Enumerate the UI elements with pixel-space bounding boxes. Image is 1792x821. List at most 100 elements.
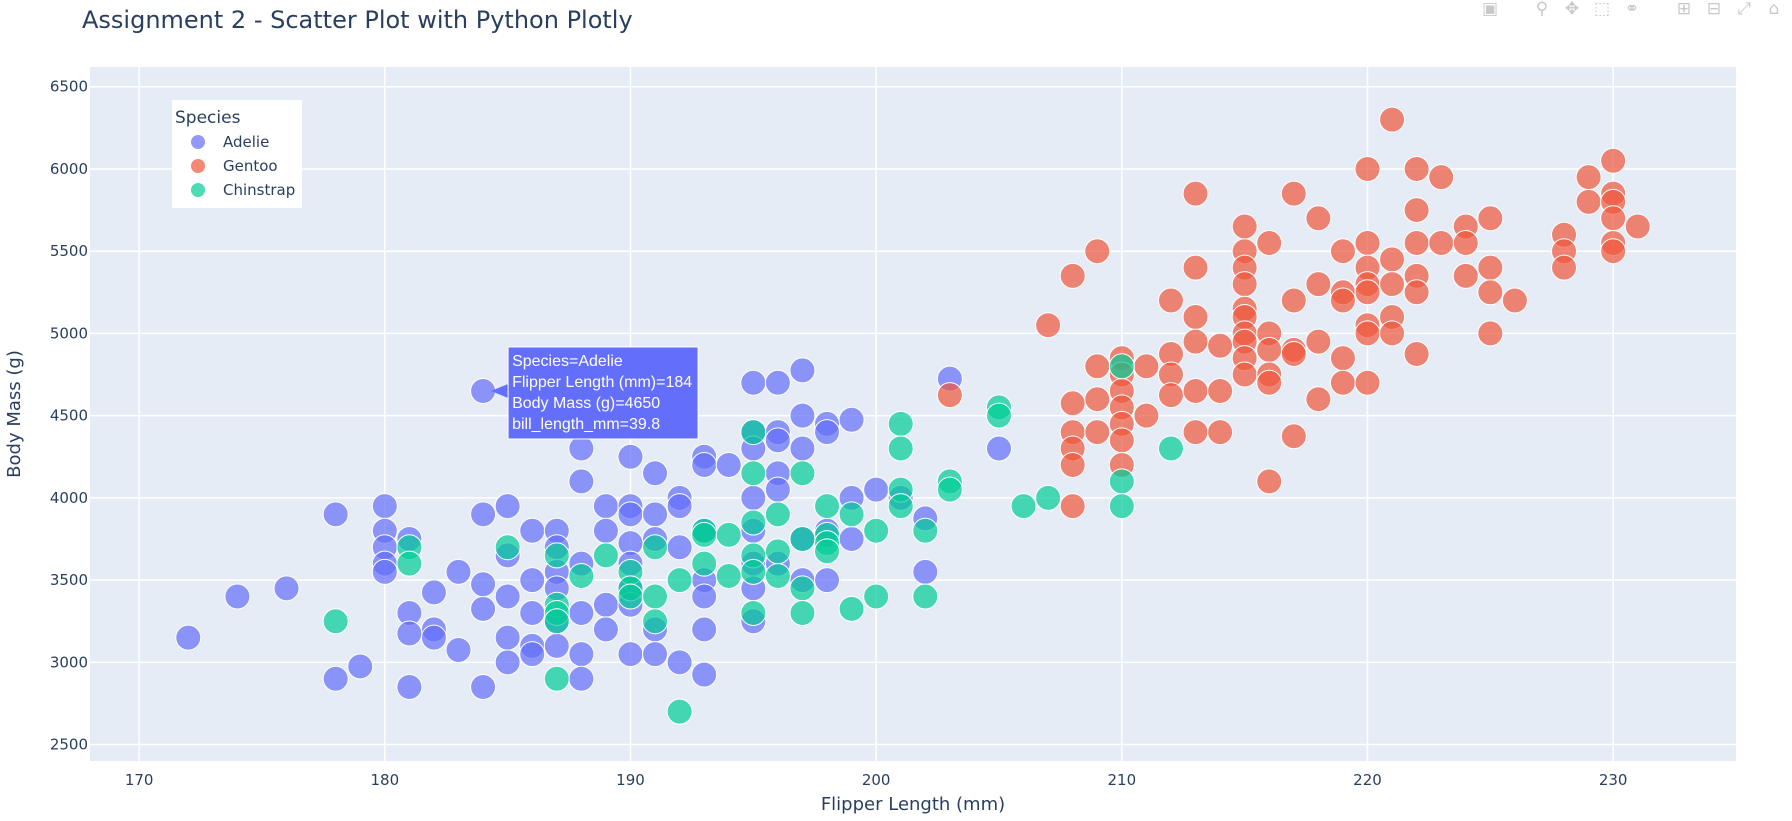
data-point-adelie[interactable] (642, 460, 669, 487)
data-point-adelie[interactable] (470, 501, 497, 528)
data-point-chinstrap[interactable] (740, 419, 767, 446)
data-point-gentoo[interactable] (1157, 287, 1184, 314)
data-point-gentoo[interactable] (1354, 155, 1381, 182)
data-point-gentoo[interactable] (1182, 180, 1209, 207)
legend-item-gentoo[interactable]: Gentoo (191, 157, 278, 175)
data-point-gentoo[interactable] (1403, 340, 1430, 367)
data-point-chinstrap[interactable] (617, 583, 644, 610)
legend[interactable]: Species Adelie Gentoo Chinstrap (172, 100, 302, 208)
data-point-gentoo[interactable] (1157, 382, 1184, 409)
data-point-gentoo[interactable] (1354, 279, 1381, 306)
data-point-gentoo[interactable] (1280, 180, 1307, 207)
plot-area[interactable] (90, 67, 1736, 761)
data-point-adelie[interactable] (617, 641, 644, 668)
data-point-adelie[interactable] (764, 476, 791, 503)
data-point-chinstrap[interactable] (887, 493, 914, 520)
data-point-chinstrap[interactable] (691, 550, 718, 577)
data-point-adelie[interactable] (519, 567, 546, 594)
legend-item-adelie[interactable]: Adelie (191, 133, 269, 151)
data-point-gentoo[interactable] (1403, 197, 1430, 224)
data-point-adelie[interactable] (445, 636, 472, 663)
data-point-gentoo[interactable] (1207, 419, 1234, 446)
data-point-gentoo[interactable] (1182, 254, 1209, 281)
data-point-adelie[interactable] (764, 427, 791, 454)
data-point-chinstrap[interactable] (887, 435, 914, 462)
data-point-gentoo[interactable] (1059, 262, 1086, 289)
data-point-chinstrap[interactable] (764, 501, 791, 528)
data-point-gentoo[interactable] (1329, 287, 1356, 314)
zoom-in-icon[interactable]: ⊞ (1676, 0, 1692, 19)
data-point-gentoo[interactable] (1403, 229, 1430, 256)
data-point-gentoo[interactable] (1059, 493, 1086, 520)
data-point-chinstrap[interactable] (543, 608, 570, 635)
data-point-chinstrap[interactable] (322, 608, 349, 635)
data-point-gentoo[interactable] (1256, 468, 1283, 495)
data-point-adelie[interactable] (592, 517, 619, 544)
data-point-gentoo[interactable] (936, 382, 963, 409)
data-point-gentoo[interactable] (1403, 155, 1430, 182)
data-point-chinstrap[interactable] (691, 521, 718, 548)
data-point-adelie[interactable] (814, 419, 841, 446)
data-point-adelie[interactable] (347, 653, 374, 680)
data-point-adelie[interactable] (371, 558, 398, 585)
data-point-adelie[interactable] (985, 435, 1012, 462)
data-point-gentoo[interactable] (1329, 369, 1356, 396)
data-point-adelie[interactable] (642, 641, 669, 668)
data-point-adelie[interactable] (764, 369, 791, 396)
data-point-adelie[interactable] (666, 493, 693, 520)
data-point-chinstrap[interactable] (838, 595, 865, 622)
data-point-gentoo[interactable] (1379, 246, 1406, 273)
autoscale-icon[interactable]: ⤢ (1737, 0, 1751, 19)
data-point-adelie[interactable] (543, 632, 570, 659)
data-point-chinstrap[interactable] (789, 525, 816, 552)
data-point-chinstrap[interactable] (887, 410, 914, 437)
data-point-chinstrap[interactable] (642, 608, 669, 635)
data-point-gentoo[interactable] (1600, 205, 1627, 232)
data-point-gentoo[interactable] (1354, 320, 1381, 347)
data-point-gentoo[interactable] (1624, 213, 1651, 240)
data-point-gentoo[interactable] (1231, 361, 1258, 388)
data-point-chinstrap[interactable] (715, 521, 742, 548)
data-point-adelie[interactable] (396, 673, 423, 700)
data-point-adelie[interactable] (371, 493, 398, 520)
data-point-chinstrap[interactable] (666, 698, 693, 725)
data-point-adelie[interactable] (494, 583, 521, 610)
zoom-out-icon[interactable]: ⊟ (1706, 0, 1722, 19)
data-point-adelie[interactable] (470, 673, 497, 700)
data-point-adelie[interactable] (617, 443, 644, 470)
data-point-adelie[interactable] (592, 616, 619, 643)
data-point-chinstrap[interactable] (789, 460, 816, 487)
data-point-gentoo[interactable] (1428, 164, 1455, 191)
data-point-gentoo[interactable] (1280, 340, 1307, 367)
data-point-adelie[interactable] (666, 649, 693, 676)
camera-icon[interactable]: ▣ (1481, 0, 1499, 19)
data-point-adelie[interactable] (494, 649, 521, 676)
data-point-gentoo[interactable] (1133, 402, 1160, 429)
zoom-icon[interactable]: ⚲ (1535, 0, 1549, 19)
data-point-gentoo[interactable] (1575, 188, 1602, 215)
data-point-gentoo[interactable] (1084, 238, 1111, 265)
data-point-chinstrap[interactable] (1010, 493, 1037, 520)
data-point-chinstrap[interactable] (863, 583, 890, 610)
data-point-adelie[interactable] (691, 661, 718, 688)
data-point-gentoo[interactable] (1035, 312, 1062, 339)
data-point-chinstrap[interactable] (912, 517, 939, 544)
data-point-gentoo[interactable] (1305, 205, 1332, 232)
data-point-adelie[interactable] (789, 402, 816, 429)
data-point-adelie[interactable] (617, 501, 644, 528)
data-point-gentoo[interactable] (1084, 419, 1111, 446)
data-point-gentoo[interactable] (1403, 279, 1430, 306)
data-point-gentoo[interactable] (1379, 271, 1406, 298)
data-point-adelie[interactable] (224, 583, 251, 610)
data-point-chinstrap[interactable] (543, 665, 570, 692)
data-point-chinstrap[interactable] (543, 542, 570, 569)
data-point-gentoo[interactable] (1182, 377, 1209, 404)
data-point-adelie[interactable] (691, 583, 718, 610)
data-point-adelie[interactable] (519, 599, 546, 626)
data-point-gentoo[interactable] (1182, 303, 1209, 330)
data-point-gentoo[interactable] (1280, 423, 1307, 450)
data-point-gentoo[interactable] (1182, 419, 1209, 446)
data-point-adelie[interactable] (691, 616, 718, 643)
data-point-gentoo[interactable] (1354, 229, 1381, 256)
lasso-select-icon[interactable]: ⚭ (1624, 0, 1640, 19)
